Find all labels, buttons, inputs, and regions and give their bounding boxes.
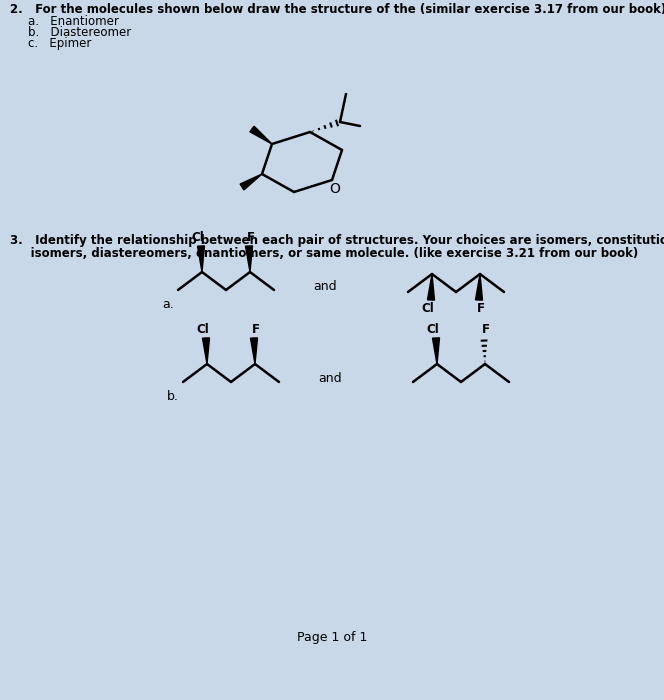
Text: b.: b. — [167, 391, 179, 403]
Polygon shape — [246, 246, 252, 272]
Text: Page 1 of 1: Page 1 of 1 — [297, 631, 367, 645]
Text: c.   Epimer: c. Epimer — [28, 37, 92, 50]
Text: 3.   Identify the relationship between each pair of structures. Your choices are: 3. Identify the relationship between eac… — [10, 234, 664, 247]
Polygon shape — [475, 274, 483, 300]
Text: F: F — [247, 231, 255, 244]
Text: b.   Diastereomer: b. Diastereomer — [28, 26, 131, 39]
Text: isomers, diastereomers, enantiomers, or same molecule. (like exercise 3.21 from : isomers, diastereomers, enantiomers, or … — [10, 247, 638, 260]
Polygon shape — [250, 126, 272, 144]
Text: F: F — [477, 302, 485, 315]
Text: a.   Enantiomer: a. Enantiomer — [28, 15, 119, 28]
Polygon shape — [203, 338, 210, 364]
Text: F: F — [252, 323, 260, 336]
Polygon shape — [197, 246, 205, 272]
Text: 2.   For the molecules shown below draw the structure of the (similar exercise 3: 2. For the molecules shown below draw th… — [10, 3, 664, 16]
Text: a.: a. — [162, 298, 174, 312]
Polygon shape — [240, 174, 262, 190]
Text: Cl: Cl — [192, 231, 205, 244]
Text: Cl: Cl — [427, 323, 440, 336]
Text: and: and — [313, 281, 337, 293]
Text: Cl: Cl — [422, 302, 434, 315]
Text: O: O — [329, 182, 341, 196]
Text: Cl: Cl — [197, 323, 209, 336]
Polygon shape — [432, 338, 440, 364]
Polygon shape — [250, 338, 258, 364]
Text: F: F — [482, 323, 490, 336]
Text: and: and — [318, 372, 342, 384]
Polygon shape — [428, 274, 434, 300]
